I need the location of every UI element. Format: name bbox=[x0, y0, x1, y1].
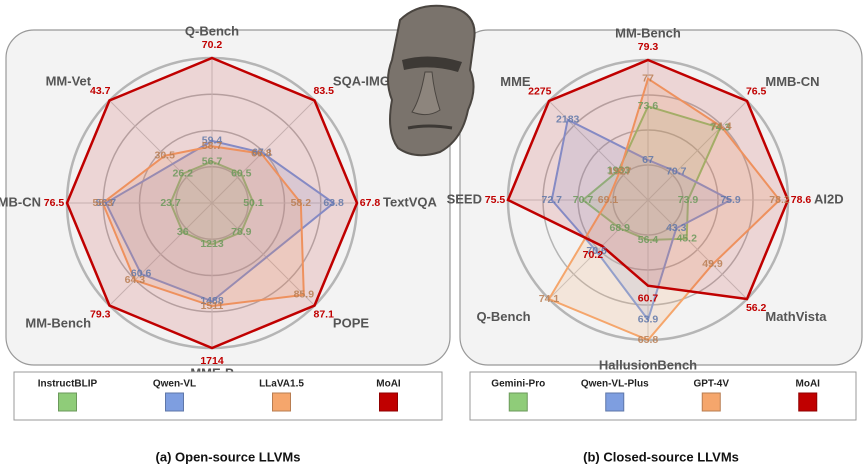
value-label: 78.6 bbox=[791, 194, 812, 206]
value-label: 60.5 bbox=[231, 167, 252, 179]
value-label: 76.5 bbox=[746, 86, 767, 98]
value-label: 1927 bbox=[608, 165, 632, 177]
value-label: 79.3 bbox=[638, 41, 659, 53]
value-label: 75.9 bbox=[720, 194, 741, 206]
legend-swatch bbox=[702, 393, 720, 411]
legend-label: MoAI bbox=[796, 379, 821, 390]
value-label: 73.6 bbox=[638, 100, 659, 112]
value-label: 43.7 bbox=[90, 85, 111, 97]
page: {"chart_data": [ {"type": "radar", "capt… bbox=[0, 0, 867, 472]
legend-swatch bbox=[380, 393, 398, 411]
value-label: 72.7 bbox=[542, 194, 563, 206]
legend-swatch bbox=[799, 393, 817, 411]
axis-label: MathVista bbox=[765, 309, 827, 324]
value-label: 36 bbox=[177, 226, 189, 238]
value-label: 83.5 bbox=[314, 85, 335, 97]
axis-label: MMB-CN bbox=[0, 194, 41, 209]
axis-label: MM-Vet bbox=[46, 74, 92, 89]
value-label: 70.7 bbox=[573, 194, 594, 206]
legend-swatch bbox=[509, 393, 527, 411]
value-label: 78.9 bbox=[231, 226, 252, 238]
value-label: 76.5 bbox=[44, 197, 65, 209]
legend-label: InstructBLIP bbox=[38, 379, 98, 390]
axis-label: Q-Bench bbox=[185, 23, 239, 38]
value-label: 58.2 bbox=[291, 197, 312, 209]
value-label: 64.3 bbox=[125, 274, 146, 286]
value-label: 70.2 bbox=[583, 249, 604, 261]
value-label: 67 bbox=[642, 154, 654, 166]
value-label: 56.2 bbox=[746, 302, 767, 314]
axis-label: MME bbox=[500, 74, 531, 89]
value-label: 75.5 bbox=[485, 194, 506, 206]
value-label: 56.7 bbox=[202, 155, 223, 167]
legend-swatch bbox=[606, 393, 624, 411]
value-label: 69.1 bbox=[598, 194, 619, 206]
value-label: 1714 bbox=[200, 355, 224, 367]
value-label: 70.7 bbox=[666, 165, 687, 177]
axis-label: HallusionBench bbox=[599, 357, 697, 372]
value-label: 1511 bbox=[201, 300, 224, 312]
value-label: 79.3 bbox=[90, 309, 111, 321]
value-label: 65.8 bbox=[638, 334, 659, 346]
legend-label: Gemini-Pro bbox=[491, 379, 545, 390]
caption: (b) Closed-source LLVMs bbox=[583, 449, 739, 464]
value-label: 77 bbox=[642, 72, 654, 84]
axis-label: Q-Bench bbox=[476, 309, 530, 324]
value-label: 1213 bbox=[200, 238, 224, 250]
value-label: 58.7 bbox=[202, 140, 223, 152]
value-label: 67.8 bbox=[360, 197, 381, 209]
axis-label: SQA-IMG bbox=[333, 74, 390, 89]
legend-label: Qwen-VL bbox=[153, 379, 196, 390]
value-label: 60.7 bbox=[638, 293, 659, 305]
axis-label: TextVQA bbox=[383, 194, 438, 209]
value-label: 23.7 bbox=[160, 197, 181, 209]
value-label: 50.1 bbox=[243, 197, 264, 209]
legend-label: LLaVA1.5 bbox=[259, 379, 304, 390]
legend-label: GPT-4V bbox=[693, 379, 729, 390]
value-label: 85.9 bbox=[294, 289, 315, 301]
axis-label: AI2D bbox=[814, 191, 844, 206]
value-label: 30.5 bbox=[154, 149, 175, 161]
value-label: 26.2 bbox=[172, 167, 193, 179]
value-label: 73.9 bbox=[678, 194, 699, 206]
value-label: 49.9 bbox=[702, 258, 723, 270]
value-label: 74.4 bbox=[711, 120, 732, 132]
legend-swatch bbox=[273, 393, 291, 411]
legend-swatch bbox=[166, 393, 184, 411]
value-label: 74.1 bbox=[539, 293, 560, 305]
value-label: 45.2 bbox=[676, 232, 697, 244]
value-label: 58.3 bbox=[92, 197, 113, 209]
value-label: 70.2 bbox=[202, 39, 223, 51]
value-label: 56.4 bbox=[638, 234, 659, 246]
caption: (a) Open-source LLVMs bbox=[156, 449, 301, 464]
axis-label: MM-Bench bbox=[25, 315, 91, 330]
value-label: 63.9 bbox=[638, 314, 659, 326]
figure: Q-BenchSQA-IMGTextVQAPOPEMME-PMM-BenchMM… bbox=[0, 0, 867, 472]
axis-label: MM-Bench bbox=[615, 25, 681, 40]
value-label: 78.2 bbox=[769, 194, 790, 206]
value-label: 68.9 bbox=[609, 222, 630, 234]
value-label: 43.3 bbox=[666, 222, 687, 234]
axis-label: MMB-CN bbox=[765, 74, 819, 89]
legend-label: MoAI bbox=[376, 379, 401, 390]
legend-swatch bbox=[59, 393, 77, 411]
value-label: 2183 bbox=[556, 113, 580, 125]
value-label: 2275 bbox=[528, 86, 552, 98]
value-label: 63.8 bbox=[323, 197, 344, 209]
value-label: 87.1 bbox=[314, 309, 335, 321]
legend-label: Qwen-VL-Plus bbox=[581, 379, 649, 390]
value-label: 66.8 bbox=[251, 147, 272, 159]
axis-label: POPE bbox=[333, 315, 369, 330]
axis-label: SEED bbox=[447, 191, 482, 206]
